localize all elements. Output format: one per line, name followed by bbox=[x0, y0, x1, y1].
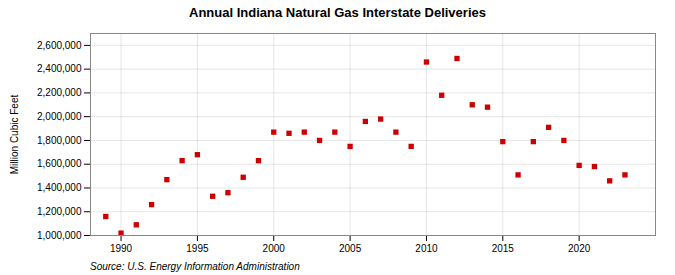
html-text:Annual Indiana Natural Gas Int: Annual Indiana Natural Gas Interstate De… bbox=[189, 5, 486, 20]
svg-text:2,600,000: 2,600,000 bbox=[37, 40, 82, 51]
svg-text:1,200,000: 1,200,000 bbox=[37, 206, 82, 217]
svg-text:2005: 2005 bbox=[339, 243, 362, 254]
svg-text:2,200,000: 2,200,000 bbox=[37, 87, 82, 98]
svg-text:1,600,000: 1,600,000 bbox=[37, 158, 82, 169]
svg-text:1990: 1990 bbox=[110, 243, 133, 254]
svg-text:1,400,000: 1,400,000 bbox=[37, 182, 82, 193]
svg-text:2,400,000: 2,400,000 bbox=[37, 63, 82, 74]
svg-text:2020: 2020 bbox=[568, 243, 591, 254]
svg-text:Million Cubic Feet: Million Cubic Feet bbox=[9, 95, 20, 175]
html-text:Source: U.S. Energy Informatio: Source: U.S. Energy Information Administ… bbox=[90, 261, 300, 272]
svg-text:1995: 1995 bbox=[186, 243, 209, 254]
svg-text:2000: 2000 bbox=[263, 243, 286, 254]
svg-text:1,000,000: 1,000,000 bbox=[37, 230, 82, 241]
svg-text:2015: 2015 bbox=[492, 243, 515, 254]
svg-text:1,800,000: 1,800,000 bbox=[37, 135, 82, 146]
svg-text:2010: 2010 bbox=[415, 243, 438, 254]
svg-text:2,000,000: 2,000,000 bbox=[37, 111, 82, 122]
